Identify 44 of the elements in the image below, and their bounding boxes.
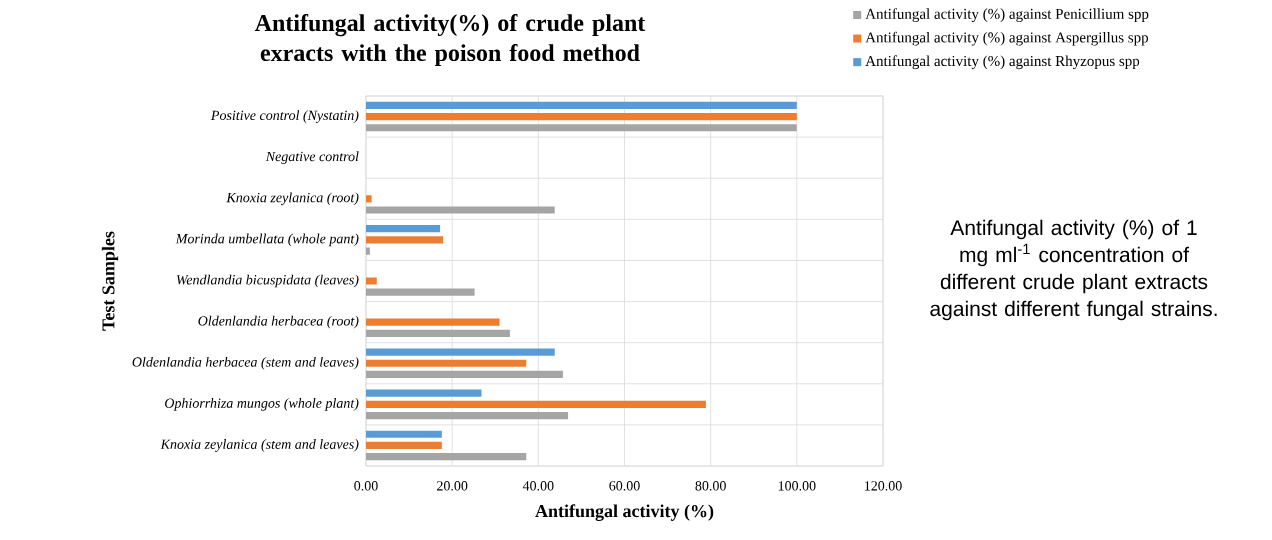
legend-label: Antifungal activity (%) against Aspergillus spp: [865, 31, 1149, 46]
y-tick-label: Ophiorrhiza mungos (whole plant): [165, 398, 359, 411]
bar: [366, 348, 555, 356]
bar: [366, 236, 444, 244]
x-tick-label: 60.00: [609, 481, 640, 491]
bar: [366, 101, 797, 109]
y-tick-label: Positive control (Nystatin): [210, 110, 359, 123]
bar: [366, 389, 482, 397]
bar: [366, 370, 563, 379]
y-tick-label: Wendlandia bicuspidata (leaves): [176, 274, 359, 288]
y-tick-label: Negative control: [265, 151, 359, 165]
bar: [366, 453, 527, 461]
bar: [366, 124, 797, 132]
x-tick-label: 20.00: [437, 481, 468, 491]
y-tick-label: Oldenlandia herbacea (stem and leaves): [132, 356, 359, 370]
bar: [366, 359, 527, 367]
x-axis-title: Antifungal activity (%): [535, 504, 714, 521]
bar: [366, 441, 442, 450]
bar: [366, 430, 442, 438]
y-tick-label: Morinda umbellata (whole pant): [175, 233, 359, 247]
bar: [366, 318, 500, 326]
x-tick-label: 80.00: [695, 481, 726, 491]
bar: [366, 247, 370, 255]
y-tick-label: Knoxia zeylanica (stem and leaves): [160, 439, 359, 452]
legend-label: Antifungal activity (%) against Rhyzopus spp: [865, 55, 1140, 70]
bar: [366, 225, 441, 233]
bar: [366, 329, 510, 337]
chart-title: Antifungal activity(%) of crude plant exracts with the poison food method: [254, 13, 646, 66]
x-tick-label: 0.00: [354, 481, 378, 491]
bar: [366, 400, 706, 408]
bar: [366, 411, 569, 420]
bar: [366, 277, 377, 285]
bar: [366, 195, 372, 203]
y-axis-title: Test Samples: [101, 231, 119, 331]
bar: [366, 206, 555, 214]
x-tick-label: 40.00: [522, 481, 554, 491]
x-tick-label: 100.00: [778, 481, 816, 491]
text: Antifungal activity (%) of 1 mg ml$^{-1}$ concentration of different crude plant extracts against different fungal strains.: [930, 219, 1217, 321]
bar: [366, 288, 475, 296]
bar: [366, 112, 797, 121]
x-tick-label: 120.00: [864, 481, 902, 491]
y-tick-label: Knoxia zeylanica (root): [226, 192, 359, 206]
legend-label: Antifungal activity (%) against Penicillium spp: [865, 8, 1149, 22]
y-tick-label: Oldenlandia herbacea (root): [198, 315, 359, 329]
